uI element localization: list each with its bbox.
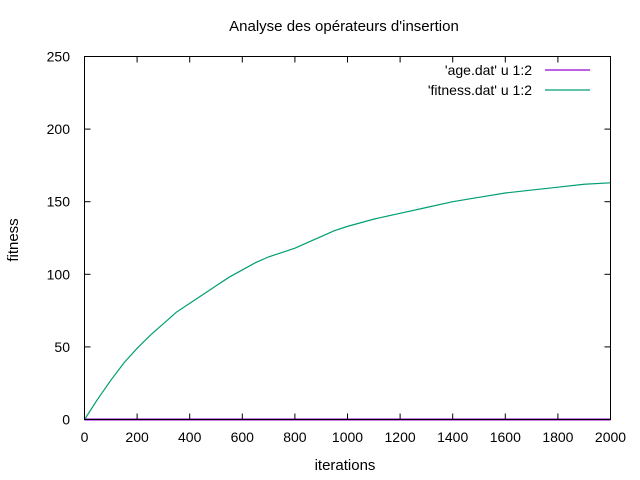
x-tick-label: 800 [283,429,307,445]
series-layer [83,182,611,421]
chart-title: Analyse des opérateurs d'insertion [229,18,459,35]
x-tick-label: 600 [231,429,255,445]
x-tick-label: 1800 [542,429,573,445]
x-tick-label: 1400 [437,429,468,445]
x-tick-label: 1600 [490,429,521,445]
x-tick-label: 400 [178,429,202,445]
y-tick-label: 0 [62,412,70,428]
x-axis-label: iterations [315,457,376,474]
x-tick-label: 1000 [332,429,363,445]
y-tick-label: 100 [47,266,71,282]
x-tick-label: 0 [81,429,89,445]
plot-frame [84,56,611,420]
x-tick-label: 1200 [385,429,416,445]
legend-label-1: 'fitness.dat' u 1:2 [428,82,532,98]
legend-label-0: 'age.dat' u 1:2 [445,62,532,78]
series-line-1 [83,182,611,420]
ticks-layer: 0 200 400 600 800 1000 1200 1400 1600 1800 2000 0 50… [47,49,627,446]
y-tick-label: 250 [47,49,71,65]
y-tick-label: 50 [54,339,70,355]
y-axis-label: fitness [5,218,22,261]
x-tick-label: 200 [125,429,149,445]
y-tick-label: 150 [47,194,71,210]
x-tick-label: 2000 [595,429,626,445]
y-tick-label: 200 [47,121,71,137]
legend: 'age.dat' u 1:2 'fitness.dat' u 1:2 [428,62,590,98]
